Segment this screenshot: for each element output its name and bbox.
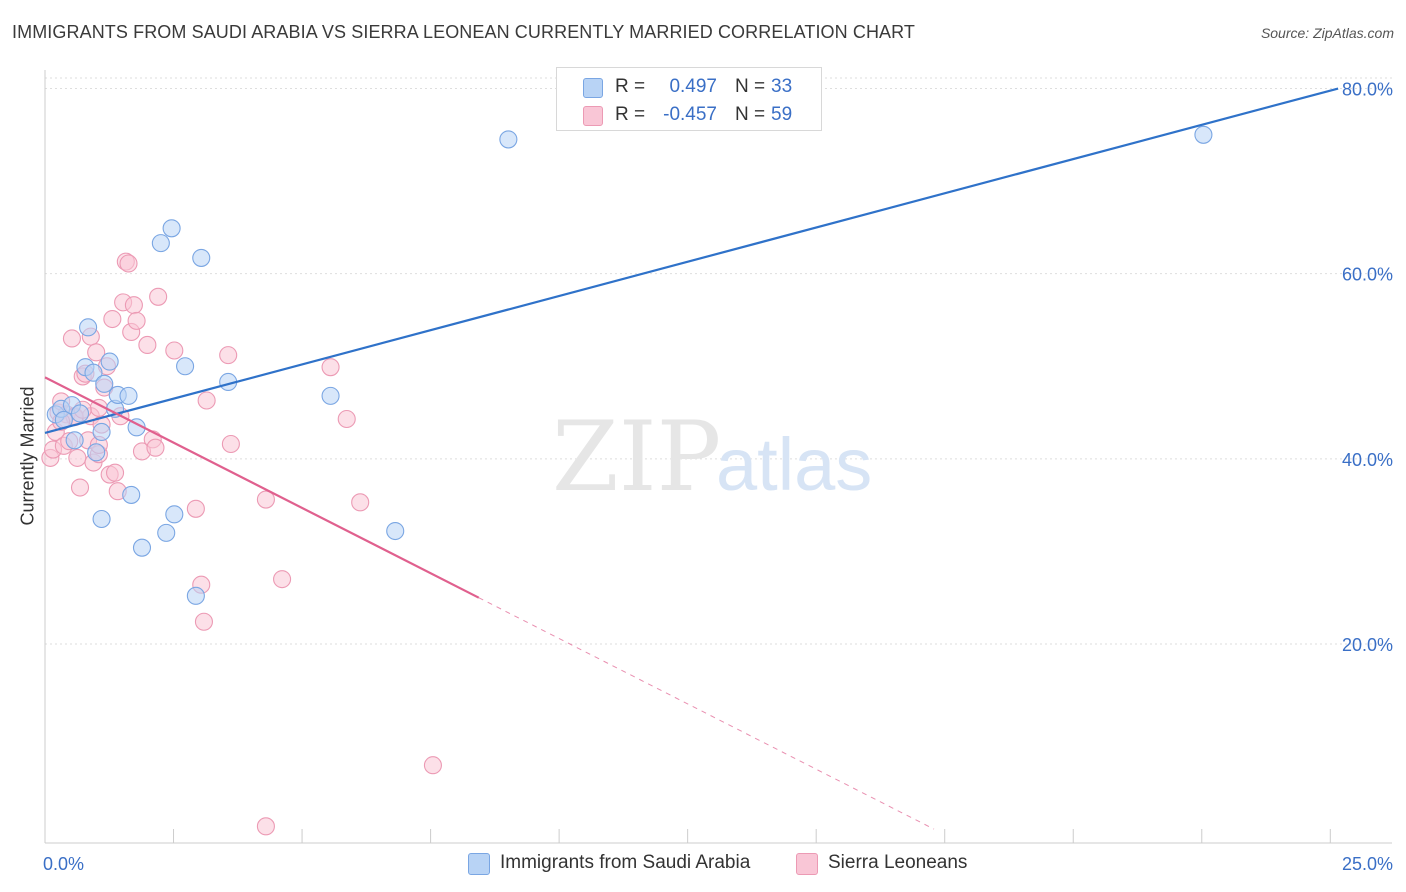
point-sierra xyxy=(103,309,122,329)
series-swatch-blue xyxy=(468,853,490,875)
y-tick-label: 60.0% xyxy=(1342,265,1393,285)
series-legend-sierra[interactable]: Sierra Leoneans xyxy=(796,850,996,876)
point-sierra xyxy=(127,311,146,330)
tick-labels: 20.0% 40.0% 60.0% 80.0% 0.0% 25.0% xyxy=(43,80,1393,874)
point-saudi xyxy=(132,538,152,557)
point-sierra xyxy=(87,343,106,362)
y-tick-label: 20.0% xyxy=(1342,635,1393,655)
point-saudi xyxy=(157,523,176,542)
point-saudi xyxy=(92,422,111,442)
series-legend-saudi[interactable]: Immigrants from Saudi Arabia xyxy=(468,850,798,876)
point-saudi xyxy=(119,386,138,405)
legend-n-label: N = xyxy=(735,76,766,97)
point-saudi xyxy=(84,363,103,382)
y-tick-label: 40.0% xyxy=(1342,450,1393,470)
y-tick-label: 80.0% xyxy=(1342,80,1393,100)
point-saudi xyxy=(176,357,195,376)
legend-row-saudi: R = 0.497 N = 33 xyxy=(557,72,821,100)
trend-line-saudi xyxy=(44,87,1339,434)
point-saudi xyxy=(321,386,340,405)
point-sierra xyxy=(149,287,168,306)
trend-line-sierra-extrapolated xyxy=(478,597,935,830)
point-sierra xyxy=(146,438,165,457)
legend-swatch-pink xyxy=(583,106,603,126)
point-sierra xyxy=(197,391,216,410)
point-saudi xyxy=(192,248,211,267)
legend-row-sierra: R = -0.457 N = 59 xyxy=(557,100,821,128)
point-saudi xyxy=(79,318,98,337)
watermark-atlas: atlas xyxy=(716,423,872,506)
legend-swatch-blue xyxy=(583,78,603,98)
correlation-legend: R = 0.497 N = 33 R = -0.457 N = 59 xyxy=(556,67,822,131)
x-tick-label: 25.0% xyxy=(1342,854,1393,874)
gridlines xyxy=(45,77,1392,645)
source-label: Source: ZipAtlas.com xyxy=(1260,25,1394,41)
point-saudi xyxy=(162,219,181,238)
point-sierra xyxy=(256,490,275,509)
point-sierra xyxy=(423,756,442,775)
point-saudi xyxy=(95,374,114,393)
legend-r-value: 0.497 xyxy=(669,76,717,97)
legend-r-value: -0.457 xyxy=(663,104,717,125)
point-sierra xyxy=(273,570,292,589)
point-saudi xyxy=(122,485,141,504)
point-sierra xyxy=(219,346,238,365)
point-sierra xyxy=(337,409,356,429)
point-sierra xyxy=(321,358,340,377)
point-sierra xyxy=(256,817,275,836)
legend-n-value: 59 xyxy=(771,104,793,125)
chart-title: IMMIGRANTS FROM SAUDI ARABIA VS SIERRA L… xyxy=(12,22,916,42)
data-points xyxy=(41,125,1213,836)
point-sierra xyxy=(138,335,157,354)
point-saudi xyxy=(386,521,405,541)
legend-n-value: 33 xyxy=(771,76,793,97)
point-saudi xyxy=(165,505,184,524)
point-sierra xyxy=(68,448,87,467)
legend-r-label: R = xyxy=(615,76,646,97)
point-sierra xyxy=(194,612,213,631)
point-saudi xyxy=(151,234,170,253)
x-tick-label: 0.0% xyxy=(43,854,84,874)
trend-line-sierra xyxy=(44,376,480,599)
legend-r-label: R = xyxy=(615,104,646,125)
point-saudi xyxy=(65,431,84,450)
point-saudi xyxy=(1194,125,1213,144)
point-sierra xyxy=(221,434,240,454)
series-legend-label: Immigrants from Saudi Arabia xyxy=(500,852,751,873)
point-saudi xyxy=(100,352,119,371)
series-swatch-pink xyxy=(796,853,818,875)
point-sierra xyxy=(105,463,125,482)
point-saudi xyxy=(87,443,106,462)
point-saudi xyxy=(92,509,111,529)
series-legend-label: Sierra Leoneans xyxy=(828,852,968,873)
watermark-zip: ZIP xyxy=(552,401,721,513)
point-sierra xyxy=(70,478,90,497)
point-sierra xyxy=(165,341,184,360)
y-axis-title: Currently Married xyxy=(17,386,38,526)
point-sierra xyxy=(119,254,138,273)
trend-lines xyxy=(44,87,1339,830)
legend-n-label: N = xyxy=(735,104,766,125)
watermark: ZIP atlas xyxy=(552,401,872,513)
point-sierra xyxy=(351,493,370,512)
point-saudi xyxy=(186,586,205,605)
point-sierra xyxy=(186,499,205,518)
point-sierra xyxy=(62,329,81,348)
point-sierra xyxy=(124,296,143,315)
point-saudi xyxy=(70,404,90,423)
point-saudi xyxy=(499,130,518,149)
